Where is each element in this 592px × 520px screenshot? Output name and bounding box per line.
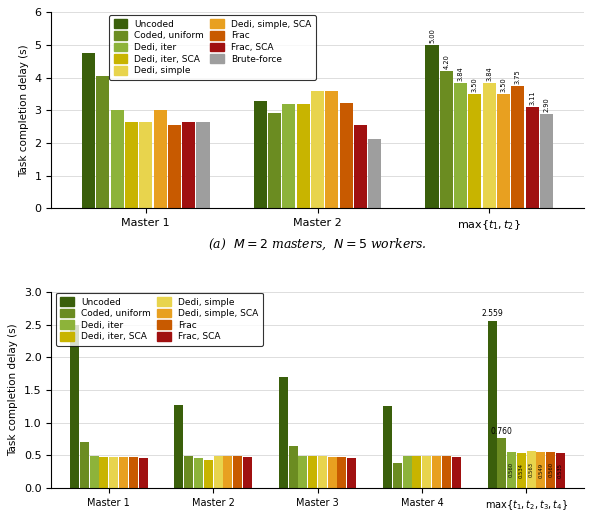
Text: 0.563: 0.563 (529, 462, 533, 477)
Bar (497, 94, 510, 209)
Bar (168, 125, 181, 209)
Bar (139, 458, 147, 488)
Text: 3.50: 3.50 (472, 77, 478, 92)
Bar (233, 456, 242, 488)
Bar (128, 458, 138, 488)
Bar (268, 113, 281, 209)
Bar (497, 438, 506, 488)
Text: 3.84: 3.84 (486, 66, 492, 81)
Text: 0.760: 0.760 (491, 427, 513, 436)
Bar (348, 458, 356, 488)
Bar (426, 45, 439, 209)
Bar (354, 125, 367, 209)
Bar (282, 104, 295, 209)
Bar (182, 123, 195, 209)
Bar (432, 456, 441, 488)
Bar (340, 103, 353, 209)
Bar (111, 110, 124, 209)
Text: 4.20: 4.20 (443, 54, 449, 69)
Bar (422, 456, 432, 488)
Text: 0.535: 0.535 (558, 463, 563, 478)
Bar (175, 405, 184, 488)
Text: 0.560: 0.560 (548, 462, 553, 477)
Legend: Uncoded, Coded, uniform, Dedi, iter, Dedi, iter, SCA, Dedi, simple, Dedi, simple: Uncoded, Coded, uniform, Dedi, iter, Ded… (56, 293, 263, 346)
Bar (153, 110, 167, 209)
Bar (204, 460, 213, 488)
Text: 0.549: 0.549 (539, 463, 543, 478)
Bar (337, 458, 346, 488)
Text: 0.560: 0.560 (509, 462, 514, 477)
Bar (403, 456, 411, 488)
Y-axis label: Task completion delay (s): Task completion delay (s) (8, 324, 18, 457)
Bar (413, 456, 422, 488)
Bar (80, 443, 89, 488)
Text: 2.90: 2.90 (543, 97, 549, 112)
Text: 5.00: 5.00 (429, 28, 435, 43)
Bar (197, 123, 210, 209)
Bar (526, 107, 539, 209)
Bar (308, 456, 317, 488)
Bar (517, 453, 526, 488)
Text: 3.50: 3.50 (500, 77, 507, 92)
Bar (325, 92, 339, 209)
Bar (139, 123, 152, 209)
Bar (440, 71, 453, 209)
Y-axis label: Task completion delay (s): Task completion delay (s) (19, 44, 29, 177)
Bar (96, 76, 110, 209)
Text: 3.84: 3.84 (458, 66, 464, 81)
Bar (488, 321, 497, 488)
Bar (452, 458, 461, 488)
Bar (383, 406, 392, 488)
Bar (368, 139, 381, 209)
Bar (546, 451, 555, 488)
Bar (536, 452, 545, 488)
Text: 3.11: 3.11 (529, 90, 535, 105)
Bar (70, 324, 79, 488)
Bar (125, 123, 138, 209)
Bar (556, 453, 565, 488)
Bar (194, 458, 203, 488)
Bar (527, 451, 536, 488)
Legend: Uncoded, Coded, uniform, Dedi, iter, Dedi, iter, SCA, Dedi, simple, Dedi, simple: Uncoded, Coded, uniform, Dedi, iter, Ded… (109, 15, 316, 80)
Text: (a)  $M = 2$ masters,  $N = 5$ workers.: (a) $M = 2$ masters, $N = 5$ workers. (208, 237, 427, 252)
Bar (119, 458, 128, 488)
Bar (89, 456, 99, 488)
Bar (254, 101, 267, 209)
Bar (454, 83, 467, 209)
Bar (109, 457, 118, 488)
Bar (318, 456, 327, 488)
Bar (279, 377, 288, 488)
Bar (298, 456, 307, 488)
Bar (288, 446, 298, 488)
Bar (311, 92, 324, 209)
Bar (393, 463, 402, 488)
Bar (442, 456, 451, 488)
Bar (468, 94, 481, 209)
Text: 3.75: 3.75 (515, 69, 521, 84)
Bar (328, 458, 337, 488)
Bar (540, 114, 553, 209)
Text: 0.534: 0.534 (519, 463, 524, 478)
Bar (82, 53, 95, 209)
Bar (507, 451, 516, 488)
Bar (184, 456, 193, 488)
Bar (243, 458, 252, 488)
Bar (297, 104, 310, 209)
Bar (482, 83, 496, 209)
Bar (223, 456, 232, 488)
Text: 2.559: 2.559 (481, 309, 503, 318)
Bar (214, 456, 223, 488)
Bar (511, 86, 525, 209)
Bar (99, 457, 108, 488)
